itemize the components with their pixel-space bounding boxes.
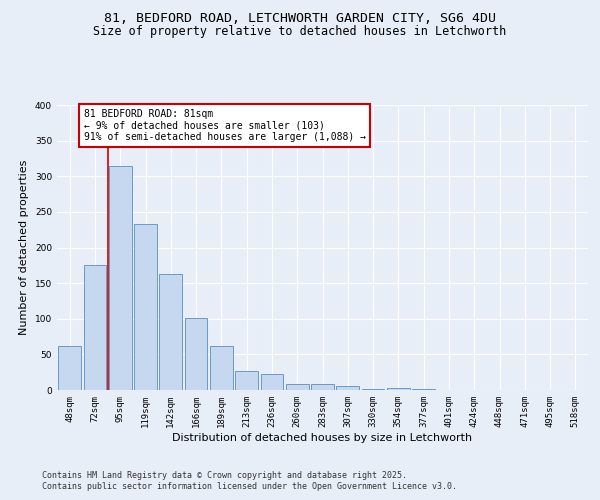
- Bar: [160, 274, 182, 390]
- Bar: [185, 318, 208, 390]
- Bar: [210, 346, 233, 390]
- Y-axis label: Number of detached properties: Number of detached properties: [19, 160, 29, 335]
- Text: Contains public sector information licensed under the Open Government Licence v3: Contains public sector information licen…: [42, 482, 457, 491]
- Bar: [311, 384, 334, 390]
- X-axis label: Distribution of detached houses by size in Letchworth: Distribution of detached houses by size …: [172, 432, 473, 442]
- Text: Contains HM Land Registry data © Crown copyright and database right 2025.: Contains HM Land Registry data © Crown c…: [42, 471, 407, 480]
- Bar: [235, 372, 258, 390]
- Bar: [387, 388, 410, 390]
- Bar: [109, 166, 131, 390]
- Bar: [83, 266, 106, 390]
- Bar: [286, 384, 308, 390]
- Text: 81 BEDFORD ROAD: 81sqm
← 9% of detached houses are smaller (103)
91% of semi-det: 81 BEDFORD ROAD: 81sqm ← 9% of detached …: [83, 108, 365, 142]
- Bar: [134, 224, 157, 390]
- Bar: [337, 386, 359, 390]
- Bar: [362, 388, 385, 390]
- Bar: [260, 374, 283, 390]
- Bar: [58, 346, 81, 390]
- Text: 81, BEDFORD ROAD, LETCHWORTH GARDEN CITY, SG6 4DU: 81, BEDFORD ROAD, LETCHWORTH GARDEN CITY…: [104, 12, 496, 26]
- Text: Size of property relative to detached houses in Letchworth: Size of property relative to detached ho…: [94, 25, 506, 38]
